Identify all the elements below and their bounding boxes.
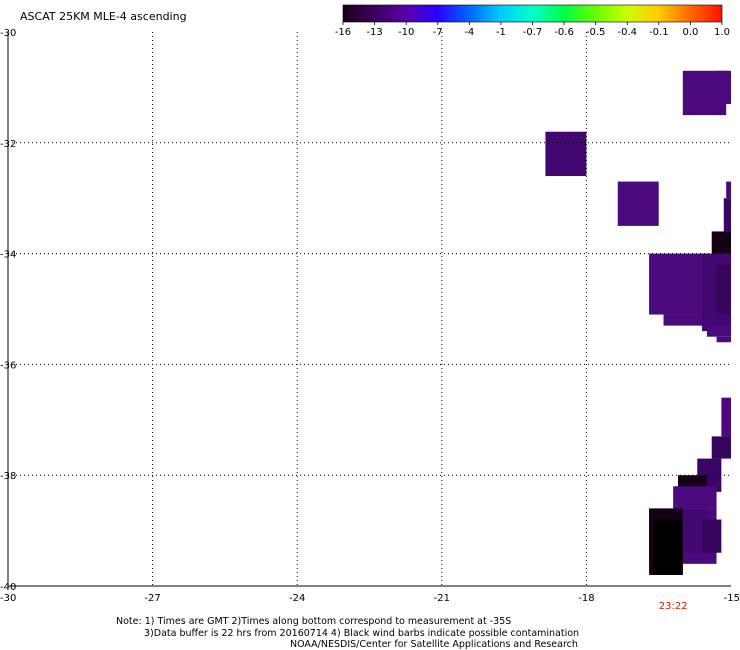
colorbar-label-7: -0.6 (554, 27, 574, 38)
wind-cell-6 (711, 231, 731, 254)
colorbar-label-1: -13 (366, 27, 382, 38)
wind-cell-10 (716, 264, 731, 315)
x-tick-label-0: -30 (0, 593, 16, 604)
colorbar: -16 -13 -10 -7 -4 -1 -0.7 -0.6 -0.5 -0.4 -0.1 0.0 1.… (335, 4, 730, 38)
wind-cell-17 (673, 486, 717, 509)
wind-cell-5 (723, 198, 731, 232)
colorbar-label-9: -0.4 (617, 27, 637, 38)
wind-data-cells (545, 70, 731, 575)
wind-cell-22 (702, 519, 722, 553)
pass-time-label: 23:22 (659, 601, 688, 612)
note-line-2: 3)Data buffer is 22 hrs from 20160714 4)… (144, 628, 579, 639)
wind-cell-13 (721, 397, 731, 437)
y-tick-label-0: -30 (0, 28, 16, 39)
wind-cell-8 (663, 314, 731, 326)
colorbar-label-11: 0.0 (682, 27, 698, 38)
y-tick-label-5: -40 (0, 582, 16, 593)
colorbar-label-5: -1 (496, 27, 506, 38)
wind-cell-3 (617, 181, 659, 226)
lat-lon-grid (8, 32, 731, 586)
x-tick-label-4: -18 (578, 593, 594, 604)
wind-cell-2 (545, 131, 587, 177)
wind-cell-11 (706, 325, 731, 337)
x-tick-label-1: -27 (144, 593, 160, 604)
colorbar-label-10: -0.1 (649, 27, 669, 38)
colorbar-scale (342, 4, 723, 23)
map-title: ASCAT 25KM MLE-4 ascending (20, 10, 187, 23)
y-tick-label-1: -32 (0, 139, 16, 150)
wind-cell-1 (716, 70, 731, 105)
axis-tick-labels: -30 -27 -24 -21 -18 -15 -30 -32 -34 -36 -38 -40 (0, 28, 740, 604)
colorbar-label-0: -16 (335, 27, 351, 38)
colorbar-label-2: -10 (398, 27, 414, 38)
colorbar-label-12: 1.0 (714, 27, 730, 38)
colorbar-label-3: -7 (433, 27, 443, 38)
map-frame (7, 32, 731, 587)
colorbar-label-8: -0.5 (586, 27, 606, 38)
colorbar-label-6: -0.7 (523, 27, 543, 38)
colorbar-label-4: -4 (464, 27, 474, 38)
wind-cell-4 (726, 181, 731, 199)
note-line-3: NOAA/NESDIS/Center for Satellite Applica… (290, 639, 578, 650)
wind-cell-12 (716, 336, 731, 343)
x-tick-label-3: -21 (434, 593, 450, 604)
y-tick-label-4: -38 (0, 471, 16, 482)
x-tick-label-5: -15 (724, 593, 740, 604)
wind-cell-14 (711, 436, 731, 459)
y-tick-label-2: -34 (0, 250, 16, 261)
y-tick-label-3: -36 (0, 360, 16, 371)
note-line-1: Note: 1) Times are GMT 2)Times along bot… (116, 616, 511, 627)
x-tick-label-2: -24 (289, 593, 305, 604)
wind-cell-20 (653, 519, 683, 575)
